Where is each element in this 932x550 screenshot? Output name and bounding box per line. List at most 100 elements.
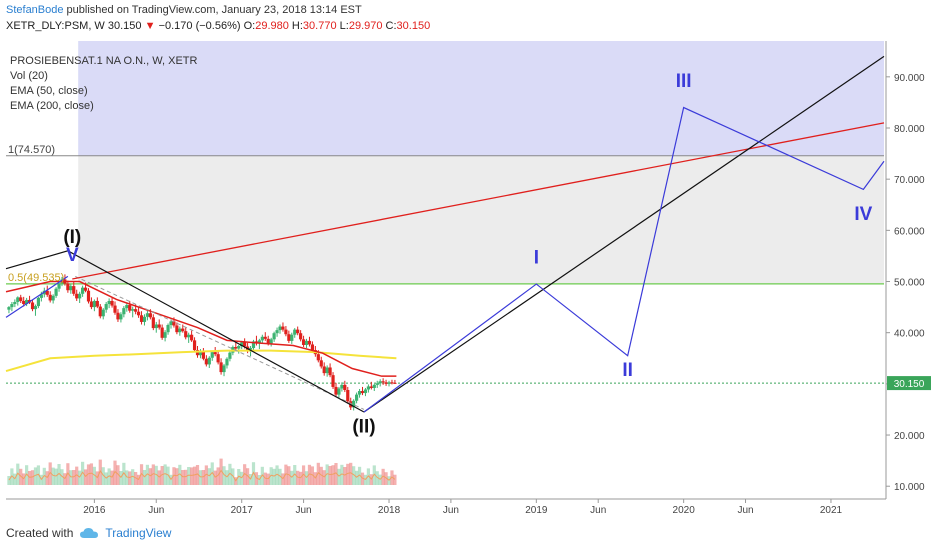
candle-body [169,321,173,326]
volume-bar [357,466,362,485]
candle-body [240,342,244,346]
volume-bar [334,463,338,485]
candle-body [234,347,238,349]
volume-bar [95,471,99,485]
volume-bar [101,467,105,485]
candle-body [228,352,232,359]
blue-wave-start [5,275,69,318]
candle [293,328,297,338]
volume-bar [178,464,182,485]
candle-body [157,324,161,328]
volume-bar [45,471,49,485]
candle [366,384,370,393]
candle-body [325,367,329,374]
volume-bar [107,468,111,485]
volume-bar [104,472,108,485]
volume-bar [69,470,73,485]
candle [346,386,350,404]
candle [357,388,362,398]
candle-body [299,333,303,340]
candle-body [101,309,105,317]
candle [16,296,20,306]
candle [278,324,282,334]
volume-bar [151,464,155,485]
ema50-line [5,280,397,377]
candle [7,306,11,314]
author-link[interactable]: StefanBode [6,4,64,16]
candle [390,379,394,385]
candle-body [328,367,332,376]
candle-body [54,288,58,296]
open-value: 29.980 [255,20,289,32]
candle [104,301,108,313]
volume-bar [154,465,158,485]
candle-body [204,358,208,365]
volume-bar [92,466,96,485]
candle-body [331,375,335,387]
volume-bar [16,463,20,485]
candle-body [263,336,267,339]
candle [181,324,185,333]
candle [307,336,312,347]
candle [122,306,126,318]
last-price: 30.150 [107,20,142,32]
black-trendline-up [363,55,885,413]
candle-body [92,300,96,308]
volume-bar [328,466,332,485]
candle-body [160,327,164,338]
volume-bar [113,460,117,485]
volume-bar [216,467,220,485]
candle [151,314,155,331]
candle-body [251,341,256,349]
x-tick-label: Jun [737,505,753,516]
candle-body [378,381,382,384]
candle-body [72,286,76,294]
candle [107,298,111,309]
candle [166,323,170,335]
candle-body [75,293,79,299]
candle-body [237,345,241,349]
candle-body [198,351,203,356]
candle [260,334,264,344]
volume-bar [284,464,288,485]
candle [51,294,55,304]
candle-body [66,283,70,291]
candle-body [366,386,370,390]
candle-body [357,391,362,395]
tradingview-brand[interactable]: TradingView [105,526,172,540]
candle [328,363,332,378]
volume-bar [375,471,379,485]
x-tick-label: 2018 [378,505,401,516]
candle-body [260,336,264,341]
y-tick-label: 10.000 [894,482,925,493]
candle-body [375,383,379,385]
tradingview-cloud-icon [80,528,99,538]
candle-body [216,354,220,363]
candle [81,285,85,297]
wave-label: (II) [352,416,375,437]
candle-body [296,329,300,334]
volume-bar [163,464,167,485]
volume-bar [66,463,70,485]
close-value: 30.150 [396,20,431,32]
candle [281,322,285,332]
volume-bar [343,467,347,485]
candle-body [25,299,29,305]
candle-body [19,297,23,301]
volume-bar [254,472,259,485]
wave-label: V [66,245,79,266]
candle [393,379,397,385]
candle-body [36,297,41,307]
candle [337,386,341,399]
volume-bar [290,470,294,485]
candle [352,399,356,411]
y-tick-label: 90.000 [894,73,925,84]
candle [222,363,226,377]
volume-bar [7,476,11,485]
candle-body [163,332,167,338]
candle-body [304,340,309,345]
volume-bar [81,461,85,485]
candle [204,355,208,367]
down-arrow-icon: ▼ [144,20,156,32]
